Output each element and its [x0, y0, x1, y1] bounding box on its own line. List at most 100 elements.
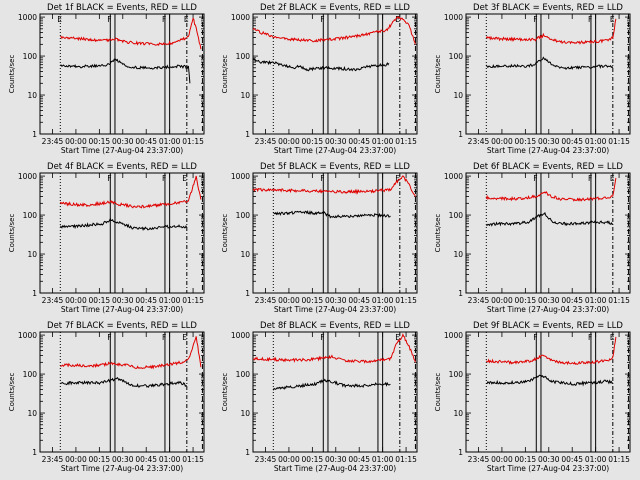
x-tick-label: 00:15 — [515, 296, 537, 305]
y-tick-label: 1 — [32, 130, 37, 139]
x-tick-label: 00:15 — [89, 455, 111, 464]
y-tick-label: 1000 — [444, 172, 463, 181]
events-series-line — [486, 211, 614, 227]
x-tick-label: 00:45 — [135, 296, 157, 305]
y-tick-label: 1 — [458, 448, 463, 457]
y-tick-label: 10 — [27, 250, 37, 259]
plot-frame — [39, 331, 205, 453]
y-axis-label: Counts/sec — [434, 373, 442, 412]
marker-label: F — [533, 15, 537, 24]
x-axis-label: Start Time (27-Aug-04 23:37:00) — [61, 464, 183, 473]
x-tick-label: 01:00 — [372, 455, 394, 464]
y-tick-label: 100 — [23, 52, 38, 61]
x-tick-label: 00:00 — [65, 455, 87, 464]
x-axis-label: Start Time (27-Aug-04 23:37:00) — [274, 305, 396, 314]
x-axis-label: Start Time (27-Aug-04 23:37:00) — [61, 305, 183, 314]
y-tick-label: 100 — [449, 211, 464, 220]
x-tick-label: 00:00 — [491, 455, 513, 464]
x-tick-label: 01:00 — [585, 455, 607, 464]
plot-frame — [39, 13, 205, 135]
y-tick-label: 100 — [236, 211, 251, 220]
x-tick-label: 00:30 — [538, 455, 560, 464]
x-tick-label: 01:15 — [395, 296, 417, 305]
y-axis-label: Counts/sec — [8, 55, 16, 94]
y-tick-label: 1000 — [18, 172, 37, 181]
panel-title: Det 1f BLACK = Events, RED = LLD — [47, 3, 197, 13]
x-tick-label: 00:00 — [278, 296, 300, 305]
y-tick-label: 10 — [453, 91, 463, 100]
panel-title: Det 5f BLACK = Events, RED = LLD — [260, 162, 410, 172]
panel-det-5: Det 5f BLACK = Events, RED = LLD 1 10 100 10… — [221, 162, 418, 314]
plot-frame — [465, 172, 631, 294]
panel-det-4: Det 4f BLACK = Events, RED = LLD 1 10 100 10… — [8, 162, 205, 314]
lld-series-line — [485, 336, 617, 366]
y-axis-label: Counts/sec — [221, 214, 229, 253]
x-tick-label: 00:00 — [65, 296, 87, 305]
x-tick-label: 00:00 — [278, 137, 300, 146]
panel-det-2: Det 2f BLACK = Events, RED = LLD 1 10 100 10… — [221, 3, 418, 155]
x-tick-label: 23:45 — [468, 137, 490, 146]
lld-series-line — [485, 177, 617, 202]
y-tick-label: 1 — [245, 448, 250, 457]
x-tick-label: 00:45 — [348, 455, 370, 464]
x-tick-label: 00:15 — [302, 455, 324, 464]
y-tick-label: 10 — [240, 91, 250, 100]
y-tick-label: 10 — [27, 91, 37, 100]
marker-label: F — [320, 333, 324, 342]
marker-label: E — [57, 15, 62, 24]
y-tick-label: 100 — [449, 370, 464, 379]
x-tick-label: 00:45 — [561, 296, 583, 305]
y-tick-label: 10 — [240, 250, 250, 259]
marker-label: F — [533, 174, 537, 183]
x-tick-label: 00:30 — [112, 296, 134, 305]
y-tick-label: 1000 — [231, 331, 250, 340]
x-tick-label: 00:45 — [561, 455, 583, 464]
marker-label: E — [610, 15, 615, 24]
x-tick-label: 00:30 — [112, 137, 134, 146]
x-tick-label: 00:00 — [491, 296, 513, 305]
x-axis-label: Start Time (27-Aug-04 23:37:00) — [274, 146, 396, 155]
y-axis-label: Counts/sec — [221, 55, 229, 94]
plot-frame — [252, 13, 418, 135]
y-tick-label: 1 — [32, 289, 37, 298]
panel-title: Det 9f BLACK = Events, RED = LLD — [473, 321, 623, 331]
x-tick-label: 01:15 — [608, 455, 630, 464]
x-tick-label: 23:45 — [42, 137, 64, 146]
panel-det-8: Det 8f BLACK = Events, RED = LLD 1 10 100 10… — [221, 321, 418, 473]
x-tick-label: 00:30 — [112, 455, 134, 464]
x-tick-label: 00:45 — [135, 455, 157, 464]
marker-label: F — [533, 333, 537, 342]
x-tick-label: 23:45 — [255, 296, 277, 305]
x-tick-label: 00:15 — [515, 137, 537, 146]
x-tick-label: 00:45 — [348, 137, 370, 146]
x-tick-label: 00:15 — [515, 455, 537, 464]
marker-label: F — [162, 15, 166, 24]
panel-title: Det 6f BLACK = Events, RED = LLD — [473, 162, 623, 172]
y-axis-label: Counts/sec — [8, 373, 16, 412]
x-tick-label: 00:45 — [135, 137, 157, 146]
y-tick-label: 1000 — [231, 13, 250, 22]
x-tick-label: 01:00 — [585, 137, 607, 146]
x-axis-label: Start Time (27-Aug-04 23:37:00) — [487, 305, 609, 314]
x-tick-label: 23:45 — [42, 455, 64, 464]
y-tick-label: 10 — [240, 409, 250, 418]
x-tick-label: 00:15 — [302, 296, 324, 305]
y-tick-label: 1 — [458, 289, 463, 298]
x-tick-label: 01:00 — [159, 296, 181, 305]
panel-title: Det 7f BLACK = Events, RED = LLD — [47, 321, 197, 331]
events-series-line — [486, 374, 614, 387]
marker-label: E — [395, 15, 400, 24]
x-tick-label: 01:00 — [372, 137, 394, 146]
y-tick-label: 10 — [453, 250, 463, 259]
panel-det-7: Det 7f BLACK = Events, RED = LLD 1 10 100 10… — [8, 321, 205, 473]
marker-label: E — [610, 174, 615, 183]
events-series-line — [59, 217, 188, 231]
x-tick-label: 23:45 — [468, 296, 490, 305]
x-tick-label: 00:00 — [491, 137, 513, 146]
x-axis-label: Start Time (27-Aug-04 23:37:00) — [487, 146, 609, 155]
y-tick-label: 1 — [458, 130, 463, 139]
marker-label: F — [320, 15, 324, 24]
x-tick-label: 00:30 — [538, 137, 560, 146]
x-tick-label: 01:15 — [182, 455, 204, 464]
